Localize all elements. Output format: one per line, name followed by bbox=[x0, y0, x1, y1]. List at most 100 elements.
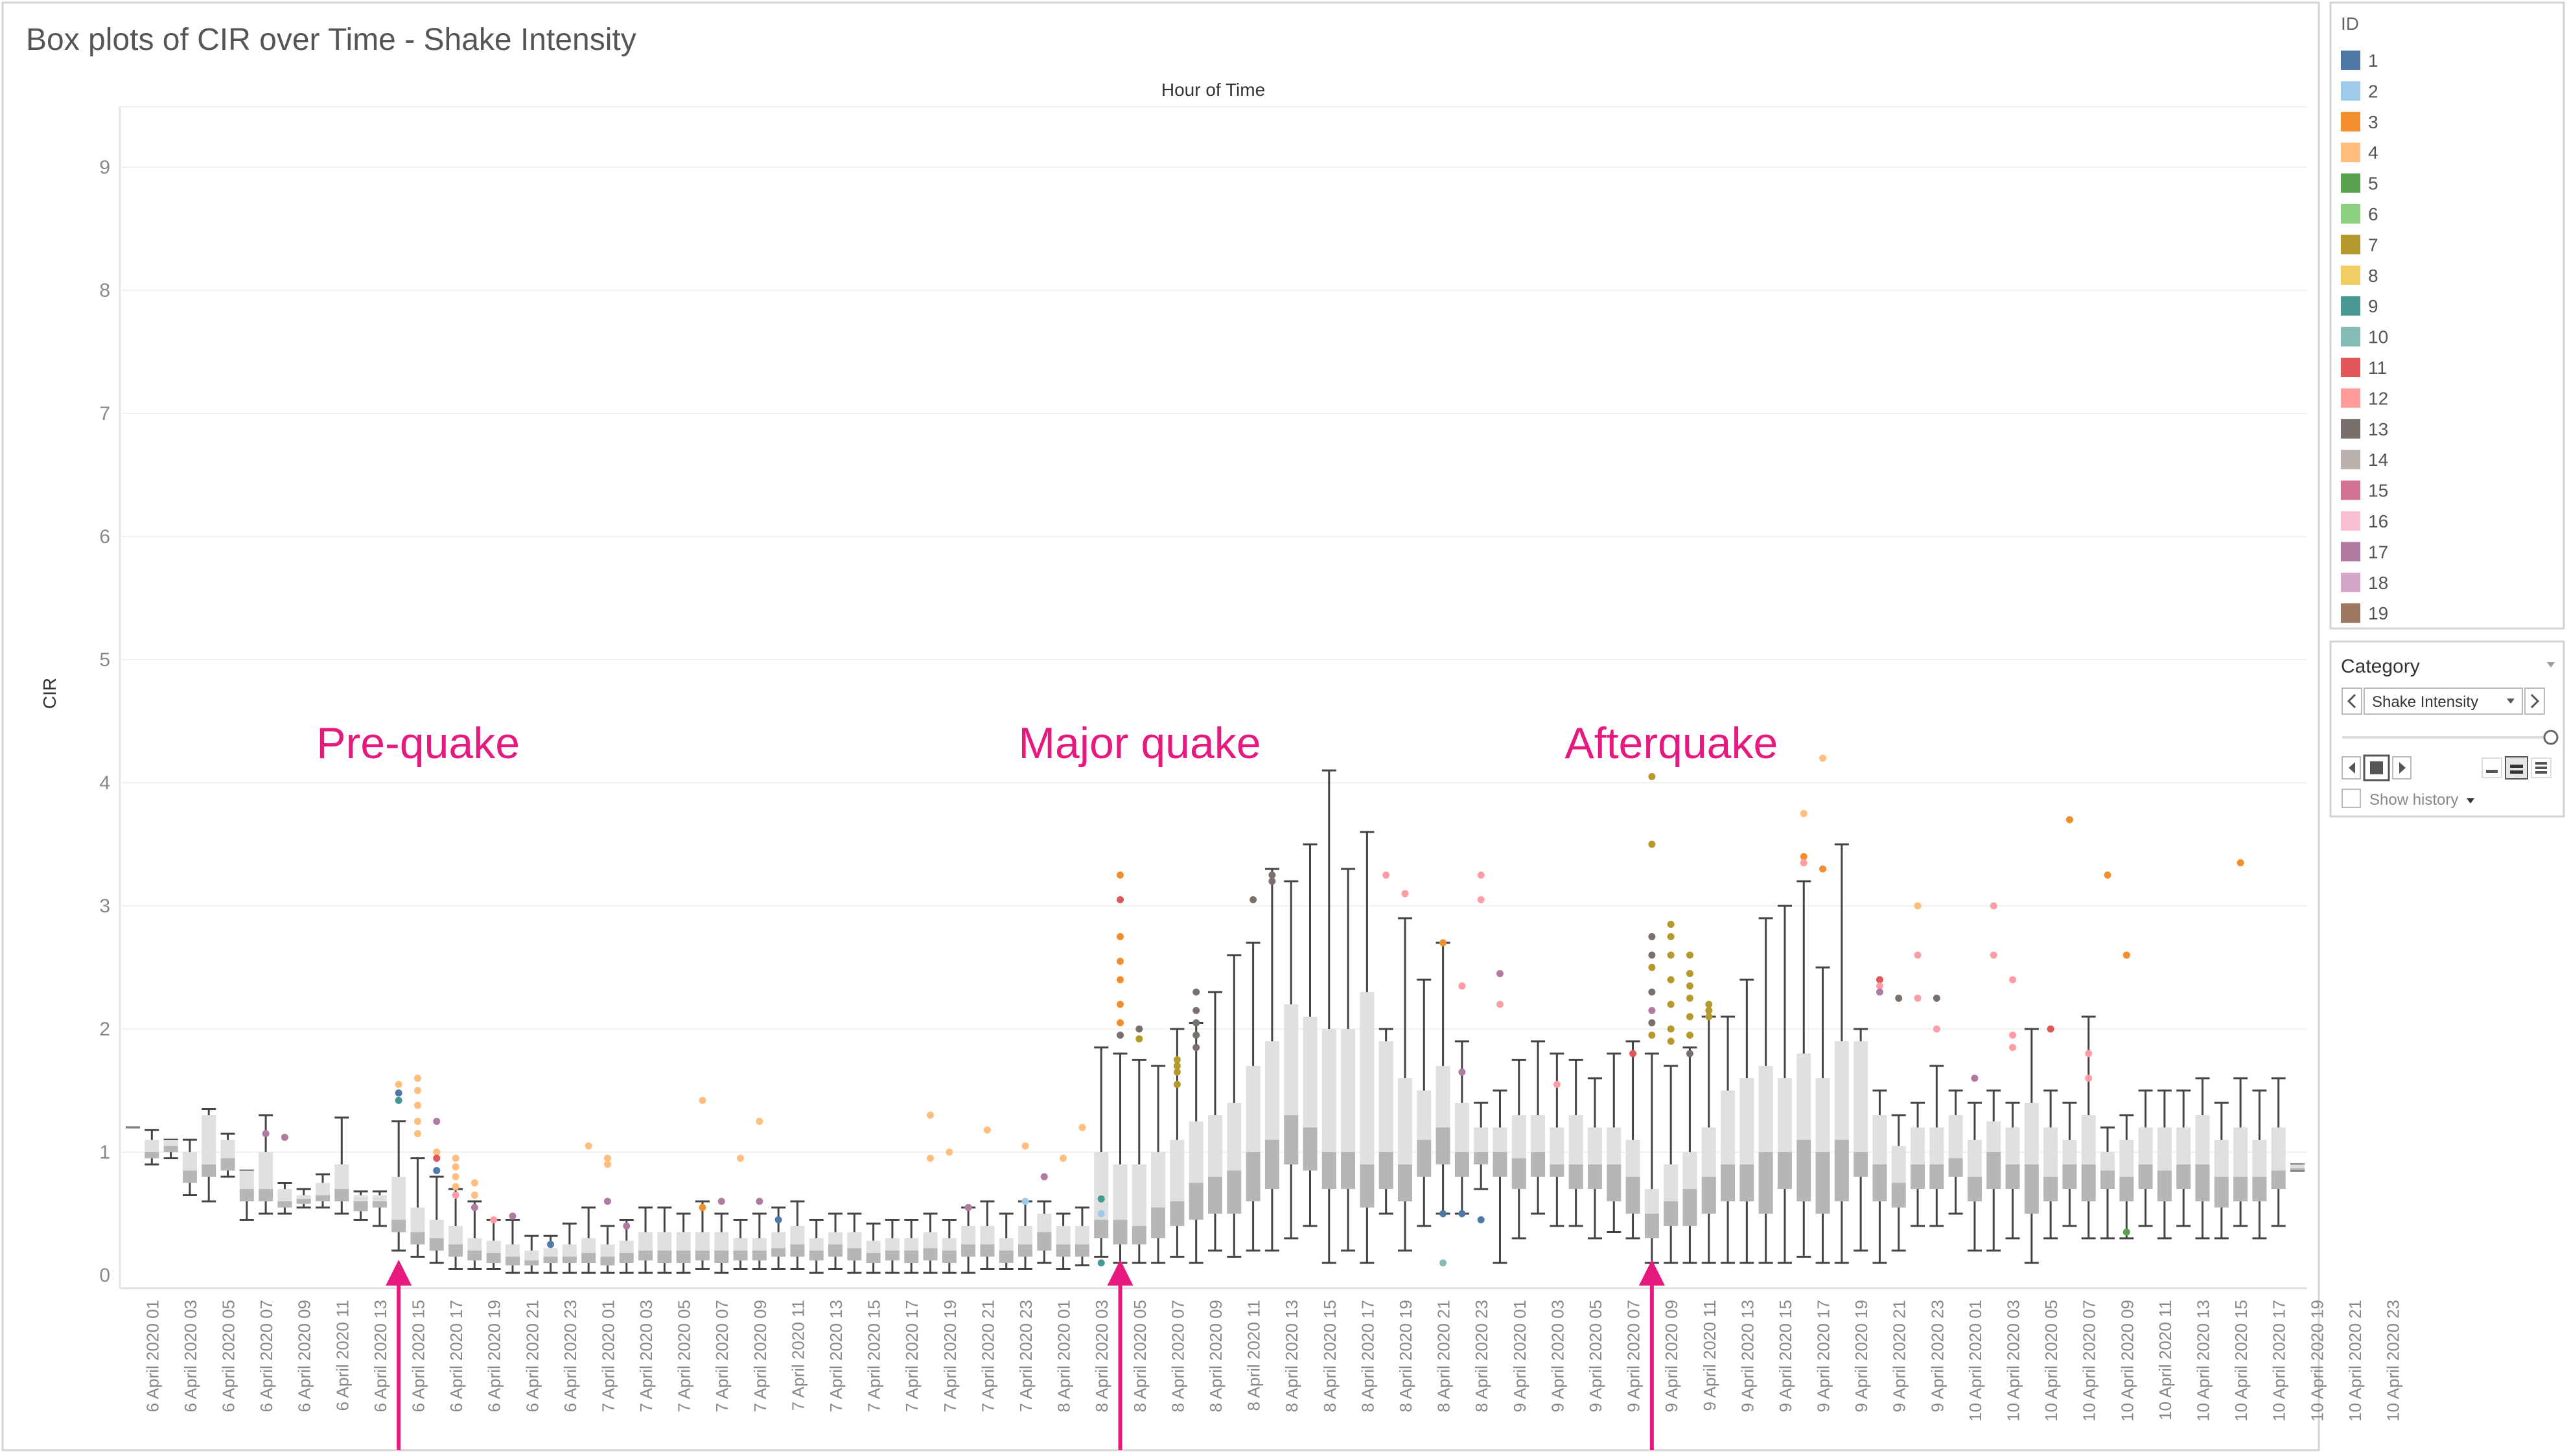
outlier-point[interactable] bbox=[1173, 1081, 1181, 1088]
box-plot[interactable] bbox=[1664, 1065, 1679, 1264]
box-plot[interactable] bbox=[126, 1126, 140, 1129]
box-plot[interactable] bbox=[1701, 1015, 1716, 1264]
legend-item[interactable]: 1 bbox=[2341, 51, 2378, 71]
outlier-point[interactable] bbox=[1439, 1210, 1447, 1218]
box-plot[interactable] bbox=[1094, 1046, 1109, 1258]
outlier-point[interactable] bbox=[1648, 951, 1656, 959]
box-plot[interactable] bbox=[1075, 1207, 1089, 1267]
outlier-point[interactable] bbox=[1382, 872, 1390, 879]
box-plot[interactable] bbox=[145, 1129, 159, 1166]
outlier-point[interactable] bbox=[1192, 1007, 1200, 1014]
outlier-point[interactable] bbox=[433, 1155, 441, 1162]
box-plot[interactable] bbox=[1568, 1059, 1583, 1227]
outlier-point[interactable] bbox=[1458, 1069, 1466, 1076]
box-plot[interactable] bbox=[163, 1138, 178, 1159]
box-plot[interactable] bbox=[1911, 1102, 1925, 1227]
outlier-point[interactable] bbox=[2122, 951, 2130, 959]
legend-item[interactable]: 17 bbox=[2341, 542, 2388, 562]
box-plot[interactable] bbox=[391, 1120, 406, 1252]
box-plot[interactable] bbox=[543, 1234, 558, 1274]
outlier-point[interactable] bbox=[756, 1118, 763, 1125]
box-plot[interactable] bbox=[2214, 1102, 2229, 1240]
outlier-point[interactable] bbox=[2065, 816, 2073, 824]
box-plot[interactable] bbox=[619, 1219, 634, 1274]
outlier-point[interactable] bbox=[1040, 1173, 1048, 1181]
outlier-point[interactable] bbox=[1648, 933, 1656, 940]
box-plot[interactable] bbox=[1721, 1015, 1736, 1264]
outlier-point[interactable] bbox=[1800, 859, 1808, 866]
outlier-point[interactable] bbox=[395, 1081, 402, 1088]
outlier-point[interactable] bbox=[1686, 982, 1693, 989]
outlier-point[interactable] bbox=[1097, 1195, 1105, 1203]
outlier-point[interactable] bbox=[1268, 872, 1276, 879]
outlier-point[interactable] bbox=[717, 1197, 725, 1205]
outlier-point[interactable] bbox=[413, 1102, 421, 1109]
outlier-point[interactable] bbox=[1078, 1124, 1086, 1131]
box-plot[interactable] bbox=[220, 1133, 235, 1178]
box-plot[interactable] bbox=[1511, 1059, 1526, 1240]
outlier-point[interactable] bbox=[1173, 1069, 1181, 1076]
box-plot[interactable] bbox=[1986, 1089, 2001, 1252]
outlier-point[interactable] bbox=[1990, 951, 1997, 959]
box-plot[interactable] bbox=[1607, 1052, 1622, 1233]
outlier-point[interactable] bbox=[1933, 995, 1940, 1002]
outlier-point[interactable] bbox=[1192, 988, 1200, 996]
outlier-point[interactable] bbox=[452, 1183, 459, 1190]
outlier-point[interactable] bbox=[1477, 896, 1485, 903]
legend-item[interactable]: 9 bbox=[2341, 296, 2378, 316]
outlier-point[interactable] bbox=[490, 1216, 498, 1223]
outlier-point[interactable] bbox=[2009, 1044, 2017, 1051]
box-plot[interactable] bbox=[1644, 1052, 1659, 1264]
box-plot[interactable] bbox=[202, 1108, 216, 1203]
outlier-point[interactable] bbox=[1117, 872, 1124, 879]
box-plot[interactable] bbox=[259, 1114, 273, 1215]
outlier-point[interactable] bbox=[1648, 1007, 1656, 1014]
box-plot[interactable] bbox=[296, 1188, 311, 1208]
box-plot[interactable] bbox=[2271, 1077, 2286, 1227]
outlier-point[interactable] bbox=[1021, 1142, 1029, 1150]
filter-select[interactable] bbox=[2364, 688, 2523, 715]
outlier-point[interactable] bbox=[1819, 754, 1827, 762]
legend-item[interactable]: 16 bbox=[2341, 511, 2388, 531]
box-plot[interactable] bbox=[334, 1116, 349, 1215]
box-plot[interactable] bbox=[1208, 991, 1222, 1252]
filter-slider-handle[interactable] bbox=[2543, 730, 2559, 745]
outlier-point[interactable] bbox=[2237, 859, 2244, 866]
outlier-point[interactable] bbox=[413, 1118, 421, 1125]
outlier-point[interactable] bbox=[395, 1089, 402, 1097]
outlier-point[interactable] bbox=[1686, 1013, 1693, 1021]
outlier-point[interactable] bbox=[1173, 1056, 1181, 1063]
outlier-point[interactable] bbox=[1667, 1025, 1675, 1033]
outlier-point[interactable] bbox=[1117, 1019, 1124, 1026]
box-plot[interactable] bbox=[1625, 1040, 1640, 1240]
outlier-point[interactable] bbox=[585, 1142, 592, 1150]
outlier-point[interactable] bbox=[1192, 1032, 1200, 1039]
box-plot[interactable] bbox=[524, 1234, 539, 1274]
box-plot[interactable] bbox=[2157, 1089, 2172, 1240]
outlier-point[interactable] bbox=[1914, 902, 1922, 910]
box-plot[interactable] bbox=[1151, 1065, 1166, 1264]
legend-item[interactable]: 2 bbox=[2341, 81, 2378, 101]
outlier-point[interactable] bbox=[1667, 921, 1675, 928]
box-plot[interactable] bbox=[1397, 917, 1412, 1252]
box-plot[interactable] bbox=[2062, 1102, 2077, 1227]
box-plot[interactable] bbox=[581, 1207, 596, 1274]
outlier-point[interactable] bbox=[699, 1096, 706, 1104]
box-plot[interactable] bbox=[505, 1219, 520, 1274]
outlier-point[interactable] bbox=[433, 1167, 441, 1174]
box-plot[interactable] bbox=[239, 1170, 254, 1221]
box-plot[interactable] bbox=[1531, 1040, 1546, 1215]
outlier-point[interactable] bbox=[1990, 902, 1997, 910]
box-plot[interactable] bbox=[1341, 868, 1356, 1252]
outlier-point[interactable] bbox=[1117, 1032, 1124, 1039]
outlier-point[interactable] bbox=[1819, 865, 1827, 873]
legend-item[interactable]: 5 bbox=[2341, 173, 2378, 194]
box-plot[interactable] bbox=[2138, 1089, 2153, 1227]
box-plot[interactable] bbox=[828, 1212, 843, 1270]
outlier-point[interactable] bbox=[1686, 970, 1693, 977]
outlier-point[interactable] bbox=[1705, 1000, 1713, 1008]
box-plot[interactable] bbox=[2195, 1077, 2210, 1240]
box-plot[interactable] bbox=[1967, 1102, 1982, 1252]
outlier-point[interactable] bbox=[2085, 1074, 2093, 1082]
outlier-point[interactable] bbox=[262, 1130, 270, 1137]
